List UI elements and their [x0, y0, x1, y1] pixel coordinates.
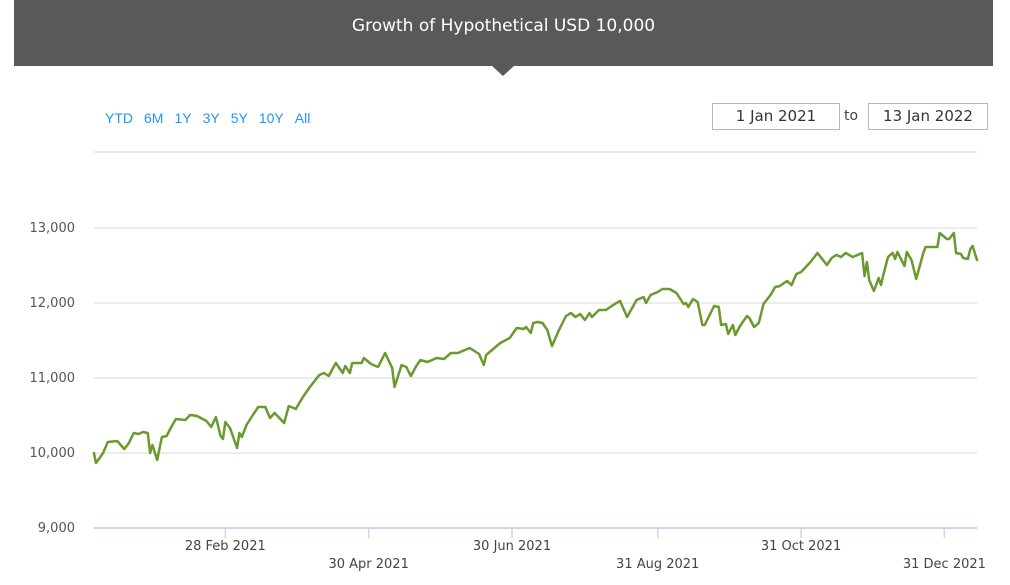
series-line	[92, 231, 979, 465]
y-tick-label: 10,000	[30, 446, 76, 461]
chart-title: Growth of Hypothetical USD 10,000	[351, 16, 656, 36]
to-label: to	[844, 108, 859, 124]
range-ytd-button[interactable]: YTD	[105, 110, 133, 126]
y-tick-label: 13,000	[30, 221, 76, 236]
x-tick-label: 30 Jun 2021	[473, 539, 551, 554]
x-tick-label: 28 Feb 2021	[185, 539, 266, 554]
range-10y-button[interactable]: 10Y	[258, 110, 284, 126]
y-tick-label: 12,000	[30, 296, 76, 311]
range-6m-button[interactable]: 6M	[144, 110, 164, 126]
range-3y-button[interactable]: 3Y	[202, 110, 220, 126]
range-all-button[interactable]: All	[294, 110, 311, 126]
y-tick-label: 11,000	[30, 371, 76, 386]
y-tick-label: 9,000	[38, 521, 75, 536]
header-caret	[491, 65, 515, 76]
from-date-input[interactable]: 1 Jan 2021	[712, 103, 840, 130]
x-tick-label: 31 Oct 2021	[761, 539, 841, 554]
range-5y-button[interactable]: 5Y	[230, 110, 248, 126]
x-tick-label: 31 Aug 2021	[616, 557, 699, 572]
x-tick-label: 30 Apr 2021	[328, 557, 408, 572]
range-selector: YTD 6M 1Y 3Y 5Y 10Y All	[105, 110, 321, 126]
x-tick-label: 31 Dec 2021	[903, 557, 986, 572]
chart-header: Growth of Hypothetical USD 10,000	[14, 0, 993, 66]
to-date-input[interactable]: 13 Jan 2022	[868, 103, 988, 130]
range-1y-button[interactable]: 1Y	[174, 110, 192, 126]
